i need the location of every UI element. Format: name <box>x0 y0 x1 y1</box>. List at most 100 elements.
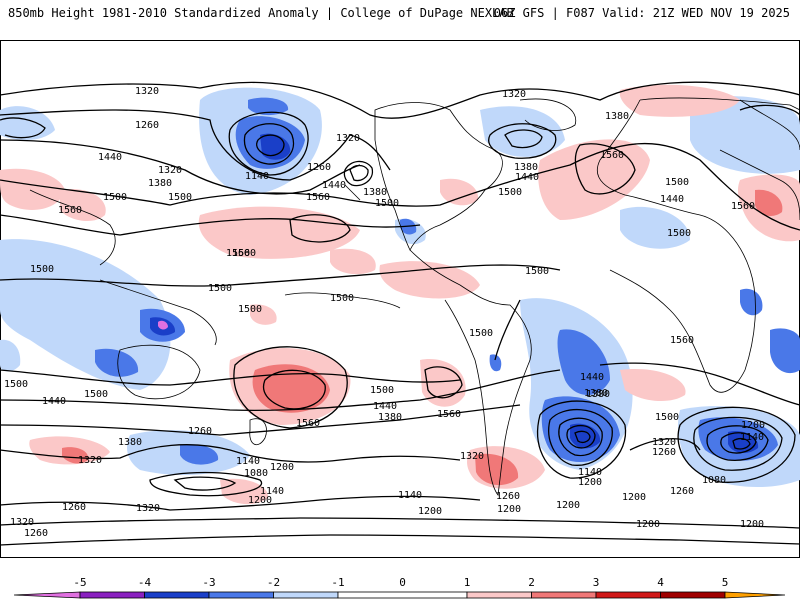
contour-label: 1500 <box>330 293 354 304</box>
contour-label: 1500 <box>655 412 679 423</box>
anomaly-pos2-fill <box>62 447 89 464</box>
anomaly-pos1-fill <box>440 178 479 206</box>
anomaly-neg3-fill <box>728 430 759 453</box>
anomaly-pos1-fill <box>538 139 650 220</box>
anomaly-neg1-fill <box>0 339 21 372</box>
contour-label: 1500 <box>665 177 689 188</box>
contour-1500 <box>494 299 521 361</box>
contour-label: 1200 <box>418 506 442 517</box>
contour-label: 1500 <box>667 228 691 239</box>
contour-1320 <box>349 164 369 182</box>
height-contours <box>0 81 800 546</box>
anomaly-neg2-fill <box>770 328 800 374</box>
contour-label: 1140 <box>236 456 260 467</box>
contour-1320 <box>0 517 800 529</box>
contour-1320 <box>504 129 543 149</box>
colorbar-seg-pos3 <box>595 591 661 599</box>
contour-label: 1440 <box>373 401 397 412</box>
contour-1260 <box>0 534 800 546</box>
colorbar-seg-neg2 <box>208 591 274 599</box>
contour-label: 1140 <box>260 486 284 497</box>
contour-label: 1500 <box>4 379 28 390</box>
contour-label: 1440 <box>660 194 684 205</box>
contour-1260 <box>693 416 783 471</box>
anomaly-pos1-fill <box>379 261 480 299</box>
contour-label: 1140 <box>398 490 422 501</box>
contour-1560 <box>262 369 326 410</box>
contour-1560 <box>0 214 421 236</box>
contour-label: 1140 <box>245 171 269 182</box>
colorbar-seg-pos2 <box>531 591 597 599</box>
contour-label: 1560 <box>58 205 82 216</box>
contour-label: 1140 <box>578 467 602 478</box>
anomaly-neg1-fill <box>620 206 690 249</box>
contour-1200 <box>706 425 769 461</box>
anomaly-pos1-fill <box>619 84 740 117</box>
contour-label: 1260 <box>24 528 48 539</box>
anomaly-shading <box>0 84 800 505</box>
contour-1440 <box>0 139 361 195</box>
colorbar: -5 -4 -3 -2 -1 0 1 2 3 4 5 <box>13 576 786 599</box>
contour-1260 <box>558 417 603 457</box>
contour-label: 1500 <box>84 389 108 400</box>
contour-label: 1320 <box>135 86 159 97</box>
contour-1560 <box>289 214 351 243</box>
contour-label: 1320 <box>336 133 360 144</box>
contour-1380 <box>0 404 521 436</box>
contour-label: 1440 <box>515 172 539 183</box>
contour-label: 1320 <box>136 503 160 514</box>
contour-label: 1200 <box>248 495 272 506</box>
contour-label: 1500 <box>238 304 262 315</box>
contour-label-group: 1320 1260 1440 1380 1320 1560 1500 1500 … <box>4 86 765 539</box>
colorbar-seg-pos5 <box>724 591 786 599</box>
contour-label: 1260 <box>652 447 676 458</box>
contour-label: 1560 <box>226 248 250 259</box>
contour-label: 1440 <box>322 180 346 191</box>
colorbar-tick: 0 <box>399 576 406 589</box>
contour-label: 1080 <box>702 475 726 486</box>
contour-1380 <box>536 400 627 479</box>
contour-1140 <box>574 430 591 444</box>
contour-label: 1260 <box>670 486 694 497</box>
contour-label: 1500 <box>168 192 192 203</box>
anomaly-neg2-fill <box>248 97 289 116</box>
contour-label: 1260 <box>307 162 331 173</box>
contour-1380 <box>488 123 557 159</box>
contour-label: 1560 <box>437 409 461 420</box>
contour-1320 <box>0 81 800 119</box>
colorbar-seg-pos1 <box>466 591 532 599</box>
contour-1140 <box>173 476 237 491</box>
colorbar-seg-neg5 <box>13 591 81 599</box>
anomaly-pos2-fill <box>755 189 783 216</box>
anomaly-neg1-fill <box>480 106 565 157</box>
contour-label: 1200 <box>741 420 765 431</box>
contour-label: 1260 <box>188 426 212 437</box>
contour-1140 <box>256 134 285 157</box>
contour-label: 1320 <box>78 455 102 466</box>
contour-label: 1380 <box>148 178 172 189</box>
contour-label: 1260 <box>135 120 159 131</box>
contour-label: 1500 <box>469 328 493 339</box>
anomaly-neg1-fill <box>0 239 171 390</box>
contour-label: 1560 <box>232 248 256 259</box>
contour-label: 1380 <box>514 162 538 173</box>
contour-label: 1200 <box>556 500 580 511</box>
contour-label: 1440 <box>580 372 604 383</box>
colorbar-tick: -2 <box>267 576 280 589</box>
anomaly-pos2-fill <box>475 453 519 486</box>
colorbar-tick: 3 <box>593 576 600 589</box>
contour-label: 1320 <box>460 451 484 462</box>
contour-1380 <box>0 109 391 181</box>
colorbar-tick: -5 <box>73 576 86 589</box>
contour-label: 1380 <box>118 437 142 448</box>
colorbar-tick: 2 <box>528 576 535 589</box>
colorbar-tick: -3 <box>202 576 215 589</box>
colorbar-tick: 5 <box>722 576 729 589</box>
contour-1260 <box>0 495 481 511</box>
anomaly-map: 1320 1260 1440 1380 1320 1560 1500 1500 … <box>0 40 800 558</box>
anomaly-neg2-fill <box>489 354 502 372</box>
contour-1080 <box>732 437 751 450</box>
contour-label: 1500 <box>208 283 232 294</box>
contour-1380 <box>343 160 374 187</box>
contour-label: 1080 <box>244 468 268 479</box>
